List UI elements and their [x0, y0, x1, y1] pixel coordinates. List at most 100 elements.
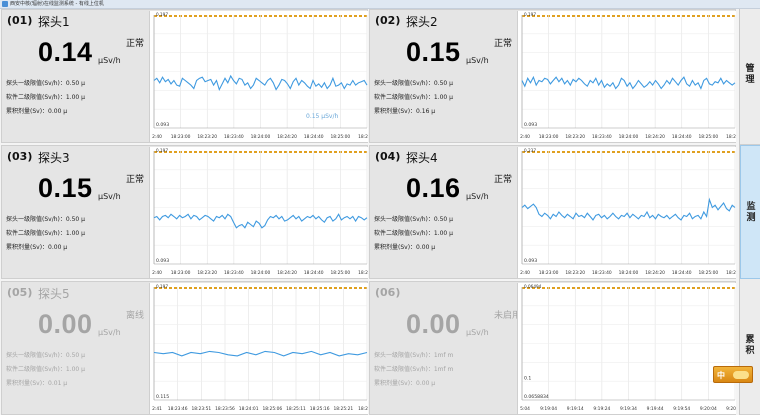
x-tick-label: 18:25:11	[286, 406, 306, 412]
probe-info: (02) 探头2 正常 0.15 μSv/h 探头一级限值(Sv/h)：0.50…	[370, 10, 516, 142]
probe-limit-1: 探头一级限值(Sv/h)：0.50 μ	[374, 216, 453, 223]
ime-indicator[interactable]: 中	[713, 366, 753, 383]
x-tick-label: 18:23:00	[171, 134, 191, 140]
probe-panel-3: (03) 探头3 正常 0.15 μSv/h 探头一级限值(Sv/h)：0.50…	[1, 145, 368, 279]
dose-rate-chart[interactable]: 2:40 18:23:00 18:23:20 18:23:40 18:24:00 18:2…	[149, 11, 368, 142]
dose-rate-chart[interactable]: 2:41 18:23:46 18:23:51 18:23:56 18:24:01 18:2…	[149, 283, 368, 414]
x-tick-label: 18:23:00	[171, 270, 191, 276]
x-tick-label: 2:40	[152, 270, 162, 276]
dose-rate-chart[interactable]: 2:40 18:23:00 18:23:20 18:23:40 18:24:00 18:2…	[149, 147, 368, 278]
chart-svg: 2:40 18:23:00 18:23:20 18:23:40 18:24:00 18:2…	[520, 12, 736, 140]
dose-rate-value: 0.16	[406, 173, 461, 203]
cumulative-dose: 累积剂量(Sv)：0.00 μ	[6, 108, 68, 115]
probe-limit-2: 软件二级限值(Sv/h)：1.00 μ	[6, 366, 85, 373]
dose-rate-value: 0.15	[406, 37, 461, 67]
nav-button-manage[interactable]: 管理	[740, 9, 760, 145]
x-tick-label: 18:25:00	[331, 270, 351, 276]
cumulative-dose: 累积剂量(Sv)：0.00 μ	[6, 244, 68, 251]
probe-panel-6: (06) 未启用 0.00 μSv/h 探头一级限值(Sv/h)：1mf m 软…	[369, 281, 736, 415]
probe-limit-2: 软件二级限值(Sv/h)：1.00 μ	[6, 94, 85, 101]
chart-svg: 2:40 18:23:00 18:23:20 18:23:40 18:24:00 18:2…	[152, 148, 368, 276]
dose-rate-chart[interactable]: 2:40 18:23:00 18:23:20 18:23:40 18:24:00 18:2…	[517, 11, 736, 142]
probe-id: (02)	[375, 14, 401, 27]
x-tick-label: 18:2	[358, 270, 368, 276]
x-tick-label: 18:24:00	[251, 270, 271, 276]
window-title: 西安中核(辐射)在线监测系统 - 有线上位机	[10, 1, 104, 7]
dose-rate-chart[interactable]: 5:04 9:19:04 9:19:14 9:19:24 9:19:34 9:19:44 9…	[517, 283, 736, 414]
x-tick-label: 18:23:20	[197, 134, 217, 140]
x-tick-label: 18:23:56	[215, 406, 235, 412]
y-max-label: 0.237	[524, 148, 536, 153]
nav-button-accumulate[interactable]: 累积	[740, 279, 760, 415]
app-icon	[2, 1, 8, 7]
nav-label-monitor: 监测	[746, 202, 756, 223]
y-min-label: 0.093	[524, 258, 537, 264]
x-tick-label: 18:24:40	[672, 270, 692, 276]
x-tick-label: 9:19:44	[647, 406, 664, 412]
cumulative-dose: 累积剂量(Sv)：0.01 μ	[6, 380, 68, 387]
x-tick-label: 5:04	[520, 406, 530, 412]
probe-panel-2: (02) 探头2 正常 0.15 μSv/h 探头一级限值(Sv/h)：0.50…	[369, 9, 736, 143]
chart-svg: 2:40 18:23:00 18:23:20 18:23:40 18:24:00 18:2…	[520, 148, 736, 276]
x-tick-label: 18:24:20	[645, 134, 665, 140]
y-max-label: 0.197	[156, 12, 168, 17]
probe-info: (05) 探头5 离线 0.00 μSv/h 探头一级限值(Sv/h)：0.50…	[2, 282, 148, 414]
y-max-label: 0.197	[524, 12, 536, 17]
x-tick-label: 18:23:51	[191, 406, 211, 412]
x-tick-label: 2:40	[520, 134, 530, 140]
probe-limit-1: 探头一级限值(Sv/h)：0.50 μ	[6, 352, 85, 359]
x-tick-label: 9:19:34	[620, 406, 637, 412]
x-tick-label: 18:25:00	[331, 134, 351, 140]
x-tick-label: 18:24:40	[304, 134, 324, 140]
x-tick-label: 18:23:40	[224, 270, 244, 276]
dose-rate-unit: μSv/h	[98, 328, 121, 337]
y-mid-label: 0.1	[524, 376, 531, 382]
probe-info: (01) 探头1 正常 0.14 μSv/h 探头一级限值(Sv/h)：0.50…	[2, 10, 148, 142]
x-tick-label: 18:25:00	[699, 134, 719, 140]
x-tick-label: 18:25:06	[262, 406, 282, 412]
x-tick-label: 18:23:40	[224, 134, 244, 140]
y-min-label: 0.093	[524, 122, 537, 128]
probe-status: 正常	[126, 175, 145, 185]
nav-button-monitor[interactable]: 监测	[740, 145, 760, 279]
x-tick-label: 9:20:04	[700, 406, 717, 412]
dose-rate-chart[interactable]: 2:40 18:23:00 18:23:20 18:23:40 18:24:00 18:2…	[517, 147, 736, 278]
probe-limit-2: 软件二级限值(Sv/h)：1.00 μ	[374, 230, 453, 237]
probe-id: (01)	[7, 14, 33, 27]
x-tick-label: 18:25:00	[699, 270, 719, 276]
hover-annotation: 0.15 μSv/h	[306, 113, 338, 120]
x-tick-label: 18:2	[358, 134, 368, 140]
x-tick-label: 9:19:54	[673, 406, 690, 412]
x-tick-label: 18:24:20	[645, 270, 665, 276]
y-min-label: 0.093	[156, 258, 169, 264]
dose-rate-unit: μSv/h	[98, 192, 121, 201]
probe-status: 未启用	[494, 311, 522, 321]
series-line	[521, 197, 736, 221]
y-min-label: 0.093	[156, 122, 169, 128]
dose-rate-value: 0.00	[38, 309, 93, 339]
series-line	[153, 74, 368, 92]
dose-rate-unit: μSv/h	[466, 56, 489, 65]
x-tick-label: 18:24:40	[672, 134, 692, 140]
probe-limit-2: 软件二级限值(Sv/h)：1.00 μ	[6, 230, 85, 237]
x-tick-label: 9:20	[726, 406, 736, 412]
y-min-label: 0.0658834	[524, 394, 549, 400]
dose-rate-value: 0.14	[38, 37, 93, 67]
series-line	[521, 75, 736, 90]
probe-name: 探头5	[38, 287, 70, 301]
dose-rate-unit: μSv/h	[98, 56, 121, 65]
probe-info: (03) 探头3 正常 0.15 μSv/h 探头一级限值(Sv/h)：0.50…	[2, 146, 148, 278]
x-tick-label: 18:24:00	[251, 134, 271, 140]
ime-label: 中	[717, 371, 725, 380]
x-tick-label: 18:23:00	[539, 270, 559, 276]
x-tick-label: 18:23:00	[539, 134, 559, 140]
x-tick-label: 18:24:01	[239, 406, 259, 412]
probe-id: (05)	[7, 286, 33, 299]
probe-status: 正常	[126, 39, 145, 49]
ime-skin-icon	[733, 371, 749, 379]
x-tick-label: 9:19:14	[567, 406, 584, 412]
probe-panel-5: (05) 探头5 离线 0.00 μSv/h 探头一级限值(Sv/h)：0.50…	[1, 281, 368, 415]
x-tick-label: 2:41	[152, 406, 162, 412]
x-tick-label: 18:2	[726, 270, 736, 276]
cumulative-dose: 累积剂量(Sv)：0.16 μ	[374, 108, 436, 115]
